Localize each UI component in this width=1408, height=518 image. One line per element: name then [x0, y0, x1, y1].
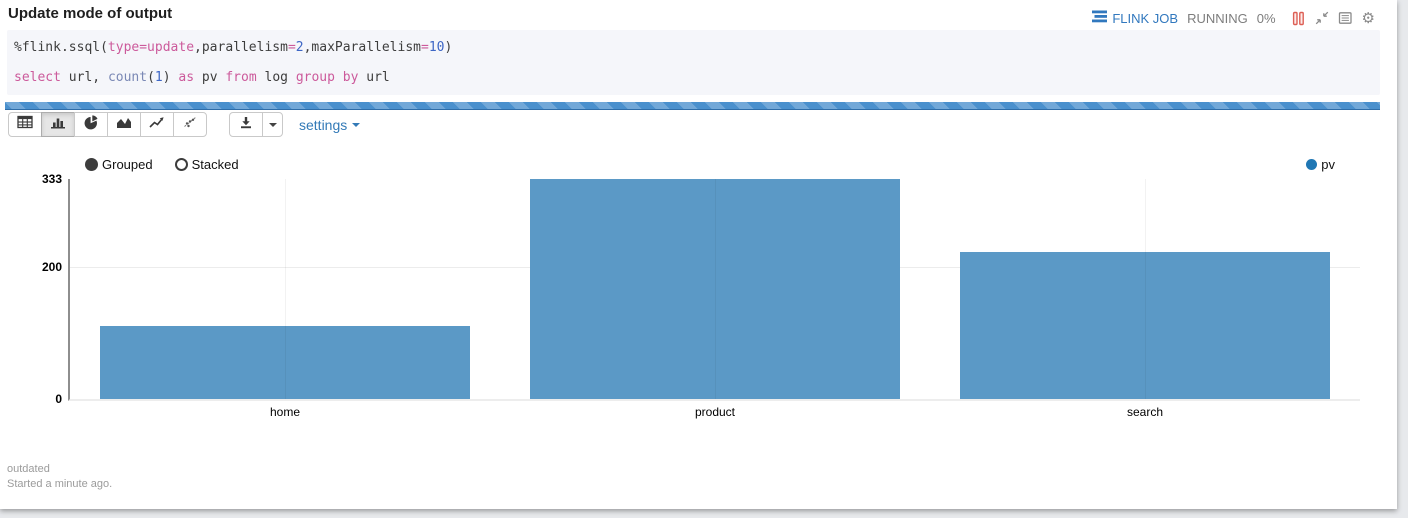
code-token: as: [178, 69, 195, 85]
code-token: 10: [428, 39, 445, 55]
chart-bar-search[interactable]: [960, 252, 1330, 399]
table-icon: [17, 115, 33, 134]
plot-area: 0 200 333 home product search: [42, 172, 1360, 419]
code-token: ,maxParallelism: [303, 39, 421, 55]
code-token: group: [295, 69, 335, 85]
pie-chart-icon: [83, 114, 99, 135]
code-token: =: [287, 39, 296, 55]
chart-type-button-group: [8, 112, 207, 137]
code-token: from: [225, 69, 257, 85]
chart-bar-home[interactable]: [100, 325, 470, 399]
code-token: by: [342, 69, 359, 85]
chart-type-bar-button[interactable]: [41, 112, 75, 137]
scatter-chart-icon: [182, 115, 198, 134]
chart-bar-product[interactable]: [530, 179, 900, 399]
job-progress-percent: 0%: [1256, 10, 1276, 26]
series-legend[interactable]: pv: [1306, 157, 1335, 172]
chart-type-table-button[interactable]: [8, 112, 42, 137]
series-legend-dot: [1306, 159, 1318, 170]
x-axis-label: home: [269, 405, 301, 419]
download-button[interactable]: [229, 112, 263, 137]
radio-selected-icon: [85, 158, 98, 171]
y-axis-label: 0: [55, 392, 62, 406]
chart-type-pie-button[interactable]: [74, 112, 108, 137]
code-token: ,parallelism: [194, 39, 288, 55]
shrink-output-icon[interactable]: [1315, 11, 1329, 25]
legend-mode-stacked[interactable]: Stacked: [174, 157, 239, 172]
caret-down-icon: [268, 122, 277, 127]
download-button-group: [229, 112, 283, 137]
paragraph-status-bar: FLINK JOB RUNNING 0%: [1092, 10, 1375, 26]
gear-icon[interactable]: ⚙: [1361, 8, 1375, 27]
output-log-icon[interactable]: [1338, 11, 1353, 25]
paragraph-card: Update mode of output FLINK JOB RUNNING …: [0, 0, 1397, 509]
flink-job-link[interactable]: FLINK JOB: [1092, 10, 1178, 26]
code-line-1: %flink.ssql(type=update ,parallelism = 2 ,ma…: [14, 32, 1380, 62]
legend-mode-label: Stacked: [191, 157, 239, 172]
paragraph-footer: outdated Started a minute ago.: [7, 462, 112, 492]
code-line-2: select url, count(1) as pv from log grou…: [14, 62, 1380, 92]
code-token: select: [14, 69, 61, 85]
y-axis-label: 200: [41, 259, 62, 274]
started-timestamp: Started a minute ago.: [7, 478, 113, 490]
x-gridline: [285, 179, 286, 399]
caret-down-icon: [352, 122, 361, 127]
code-editor[interactable]: %flink.ssql(type=update ,parallelism = 2 ,ma…: [7, 30, 1380, 95]
radio-unselected-icon: [174, 158, 188, 171]
settings-dropdown[interactable]: settings: [299, 116, 361, 133]
outdated-status: outdated: [7, 463, 50, 475]
code-token: type=update: [107, 39, 195, 55]
chart-type-scatter-button[interactable]: [173, 112, 207, 137]
download-options-caret-button[interactable]: [262, 112, 283, 137]
x-gridline: [715, 179, 716, 399]
code-token: ): [162, 69, 179, 85]
paragraph-title: Update mode of output: [8, 5, 173, 22]
code-token: pv: [194, 69, 226, 85]
bar-mode-legend: Grouped Stacked: [85, 157, 239, 172]
chart-type-area-button[interactable]: [107, 112, 141, 137]
code-token: 1: [154, 69, 163, 85]
flink-job-label: FLINK JOB: [1112, 10, 1179, 26]
code-token: %flink.ssql(: [14, 39, 108, 55]
code-token: =: [421, 39, 429, 55]
code-token: url: [358, 69, 390, 85]
line-chart-icon: [149, 115, 165, 134]
settings-label: settings: [299, 116, 348, 133]
output-toolbar: settings: [8, 112, 361, 137]
code-token: log: [256, 69, 296, 85]
pause-icon[interactable]: [1291, 11, 1306, 26]
code-token: count: [107, 69, 148, 85]
x-axis-label: product: [694, 405, 736, 419]
code-token: url,: [60, 69, 108, 85]
flink-job-list-icon: [1092, 10, 1108, 26]
area-chart-icon: [116, 115, 132, 134]
legend-mode-grouped[interactable]: Grouped: [85, 157, 153, 172]
bar-chart-icon: [50, 115, 66, 134]
code-token: ): [444, 39, 453, 55]
legend-mode-label: Grouped: [102, 157, 153, 172]
job-status-text: RUNNING: [1187, 10, 1248, 26]
code-token: [335, 70, 343, 85]
x-axis-label: search: [1126, 405, 1164, 419]
series-legend-label: pv: [1321, 157, 1335, 172]
code-token: 2: [295, 39, 304, 55]
x-gridline: [1145, 179, 1146, 399]
progress-bar: [5, 102, 1380, 110]
y-axis-label: 333: [41, 172, 62, 186]
chart-type-line-button[interactable]: [140, 112, 174, 137]
code-token: (: [147, 69, 155, 85]
download-icon: [239, 116, 253, 134]
